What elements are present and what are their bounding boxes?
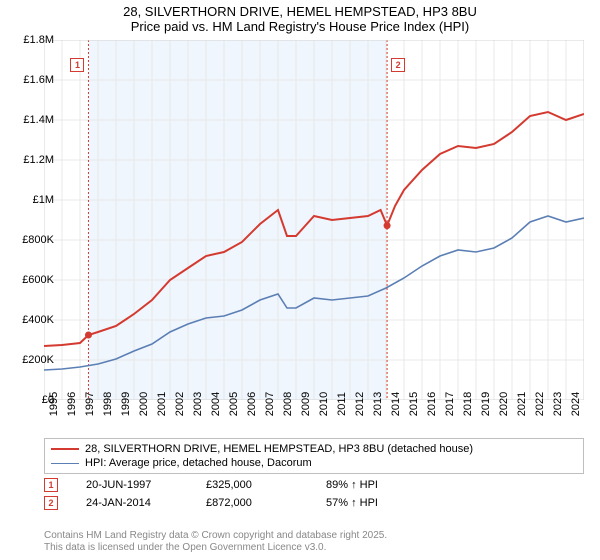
title-line-2: Price paid vs. HM Land Registry's House …	[0, 19, 600, 34]
legend: 28, SILVERTHORN DRIVE, HEMEL HEMPSTEAD, …	[44, 438, 584, 474]
x-tick-label: 2015	[408, 392, 420, 416]
event-marker-2: 2	[391, 58, 405, 72]
x-tick-label: 2009	[300, 392, 312, 416]
x-tick-label: 2001	[156, 392, 168, 416]
y-tick-label: £1.2M	[12, 154, 54, 166]
legend-label: 28, SILVERTHORN DRIVE, HEMEL HEMPSTEAD, …	[85, 442, 473, 456]
event-price: £872,000	[206, 497, 326, 509]
x-tick-label: 1997	[84, 392, 96, 416]
x-tick-label: 2003	[192, 392, 204, 416]
x-tick-label: 2007	[264, 392, 276, 416]
x-tick-label: 1999	[120, 392, 132, 416]
event-date: 20-JUN-1997	[86, 479, 206, 491]
event-row: 2 24-JAN-2014£872,00057% ↑ HPI	[44, 496, 584, 510]
footer-attribution: Contains HM Land Registry data © Crown c…	[44, 530, 387, 554]
x-tick-label: 2020	[498, 392, 510, 416]
footer-line-1: Contains HM Land Registry data © Crown c…	[44, 530, 387, 542]
x-tick-label: 1995	[48, 392, 60, 416]
x-tick-label: 2002	[174, 392, 186, 416]
footer-line-2: This data is licensed under the Open Gov…	[44, 542, 387, 554]
legend-label: HPI: Average price, detached house, Daco…	[85, 456, 312, 470]
x-tick-label: 2014	[390, 392, 402, 416]
x-tick-label: 2019	[480, 392, 492, 416]
event-date: 24-JAN-2014	[86, 497, 206, 509]
x-tick-label: 2023	[552, 392, 564, 416]
x-tick-label: 2022	[534, 392, 546, 416]
chart-svg	[44, 40, 584, 400]
x-tick-label: 1998	[102, 392, 114, 416]
event-price: £325,000	[206, 479, 326, 491]
event-delta: 89% ↑ HPI	[326, 479, 446, 491]
y-tick-label: £1.8M	[12, 34, 54, 46]
x-tick-label: 2008	[282, 392, 294, 416]
event-marker: 1	[44, 478, 58, 492]
x-tick-label: 2000	[138, 392, 150, 416]
legend-swatch	[51, 463, 79, 464]
x-tick-label: 2021	[516, 392, 528, 416]
chart-area	[44, 40, 584, 400]
legend-swatch	[51, 448, 79, 450]
y-tick-label: £400K	[12, 314, 54, 326]
title-line-1: 28, SILVERTHORN DRIVE, HEMEL HEMPSTEAD, …	[0, 4, 600, 19]
x-tick-label: 2018	[462, 392, 474, 416]
y-tick-label: £200K	[12, 354, 54, 366]
events-table: 1 20-JUN-1997£325,00089% ↑ HPI 2 24-JAN-201…	[44, 478, 584, 514]
x-tick-label: 2004	[210, 392, 222, 416]
y-tick-label: £1M	[12, 194, 54, 206]
title-block: 28, SILVERTHORN DRIVE, HEMEL HEMPSTEAD, …	[0, 0, 600, 36]
x-tick-label: 2005	[228, 392, 240, 416]
y-tick-label: £1.4M	[12, 114, 54, 126]
y-tick-label: £800K	[12, 234, 54, 246]
legend-row: HPI: Average price, detached house, Daco…	[51, 456, 577, 470]
x-tick-label: 2012	[354, 392, 366, 416]
x-tick-label: 1996	[66, 392, 78, 416]
x-tick-label: 2024	[570, 392, 582, 416]
x-tick-label: 2011	[336, 392, 348, 416]
x-tick-label: 2006	[246, 392, 258, 416]
x-tick-label: 2013	[372, 392, 384, 416]
x-tick-label: 2017	[444, 392, 456, 416]
y-tick-label: £600K	[12, 274, 54, 286]
x-tick-label: 2010	[318, 392, 330, 416]
x-tick-label: 2016	[426, 392, 438, 416]
legend-row: 28, SILVERTHORN DRIVE, HEMEL HEMPSTEAD, …	[51, 442, 577, 456]
y-tick-label: £1.6M	[12, 74, 54, 86]
chart-container: { "title": { "line1": "28, SILVERTHORN D…	[0, 0, 600, 560]
event-marker-1: 1	[70, 58, 84, 72]
event-delta: 57% ↑ HPI	[326, 497, 446, 509]
event-marker: 2	[44, 496, 58, 510]
event-row: 1 20-JUN-1997£325,00089% ↑ HPI	[44, 478, 584, 492]
